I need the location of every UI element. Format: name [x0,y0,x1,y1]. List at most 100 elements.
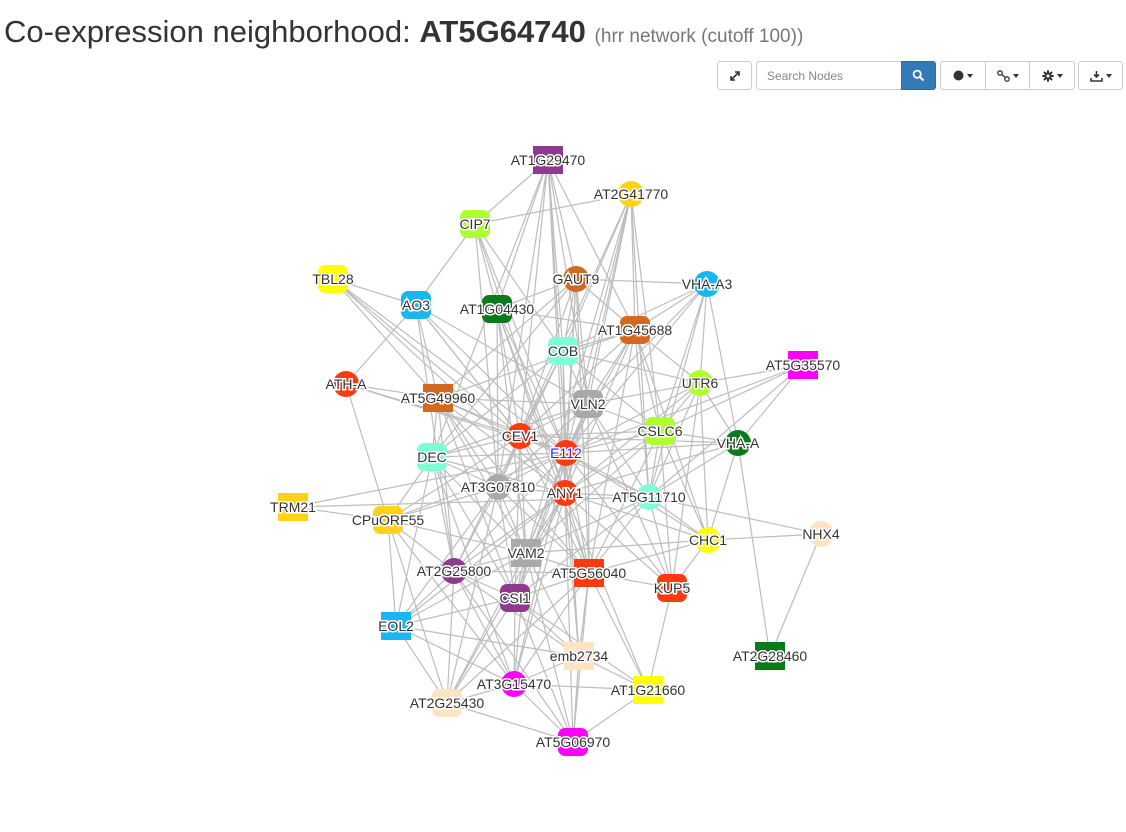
network-node[interactable]: AT2G25430 [408,689,486,717]
node-shape[interactable] [417,443,447,471]
node-shape[interactable] [620,316,650,344]
node-shape[interactable] [636,484,662,510]
edge [525,552,580,657]
network-node[interactable]: AT3G15470 [475,671,553,697]
edge [431,456,516,599]
node-shape[interactable] [558,728,588,756]
network-node[interactable]: GAUT9 [551,266,601,292]
node-shape[interactable] [278,493,308,521]
node-shape[interactable] [548,337,578,365]
network-node[interactable]: AT5G11710 [611,484,687,510]
node-shape[interactable] [381,612,411,640]
node-shape[interactable] [432,689,462,717]
node-shape[interactable] [573,390,603,418]
node-shape[interactable] [645,417,675,445]
node-shape[interactable] [373,506,403,534]
network-node[interactable]: AT2G28460 [731,642,809,670]
network-node[interactable]: CHC1 [687,527,729,553]
node-shape[interactable] [501,671,527,697]
network-node[interactable]: emb2734 [548,642,610,670]
network-node[interactable]: CPuORF55 [350,506,426,534]
network-node[interactable]: AT5G35570 [764,351,842,379]
network-node[interactable]: DEC [416,443,448,471]
edge-style-dropdown[interactable] [985,61,1030,90]
network-node[interactable]: VAM2 [506,539,546,567]
node-shape[interactable] [423,384,453,412]
node-shape[interactable] [633,676,663,704]
edge [588,430,661,574]
network-node[interactable]: UTR6 [680,370,720,396]
node-shape[interactable] [755,642,785,670]
node-shape[interactable] [533,146,563,174]
edge [446,486,499,704]
network-node[interactable]: AT2G41770 [592,181,670,207]
node-style-dropdown[interactable] [940,61,986,90]
network-node[interactable]: CSLC6 [636,417,684,445]
network-node[interactable]: CIP7 [458,210,492,238]
network-node[interactable]: AT2G25800 [415,558,493,584]
node-shape[interactable] [657,574,687,602]
node-shape[interactable] [553,440,579,466]
network-node[interactable]: TBL28 [311,265,355,293]
node-shape[interactable] [574,559,604,587]
network-node[interactable]: CSI1 [498,584,532,612]
node-shape[interactable] [564,642,594,670]
download-dropdown[interactable] [1078,61,1123,90]
edge [514,597,574,743]
network-node[interactable]: CEV1 [500,423,540,449]
edge [437,397,589,405]
node-shape[interactable] [507,423,533,449]
fit-view-button[interactable] [717,61,752,90]
node-shape[interactable] [552,480,578,506]
network-node[interactable]: AO3 [400,291,432,319]
node-shape[interactable] [618,181,644,207]
edge [474,223,498,310]
network-node[interactable]: AT3G07810 [459,474,537,500]
node-label: TRM21 [270,499,316,515]
node-shape[interactable] [500,584,530,612]
network-node[interactable]: COB [546,337,580,365]
network-node[interactable]: AT1G21660 [609,676,687,704]
settings-dropdown[interactable] [1029,61,1075,90]
node-shape[interactable] [511,539,541,567]
network-node[interactable]: AT5G56040 [550,559,628,587]
network-node[interactable]: KUP5 [652,574,692,602]
node-shape[interactable] [318,265,348,293]
node-shape[interactable] [687,370,713,396]
search-button[interactable] [901,61,936,90]
edge [519,430,661,437]
node-shape[interactable] [808,521,834,547]
network-node[interactable]: AT1G45688 [596,316,674,344]
node-shape[interactable] [482,295,512,323]
network-node[interactable]: AT5G49960 [399,384,477,412]
node-shape[interactable] [441,558,467,584]
network-node[interactable]: AT5G06970 [534,728,612,756]
network-graph[interactable]: AT1G29470 AT2G41770 CIP7 TBL28 AO3 AT1G04430 G… [0,100,1126,800]
network-node[interactable]: AT1G29470 [509,146,587,174]
network-node[interactable]: ANY1 [545,480,585,506]
node-shape[interactable] [333,371,359,397]
node-shape[interactable] [563,266,589,292]
edge [453,570,590,574]
edge [565,442,739,454]
network-node[interactable]: VLN2 [569,390,607,418]
network-node[interactable]: VHA-A [715,430,762,456]
network-node[interactable]: ATH-A [324,371,369,397]
node-shape[interactable] [788,351,818,379]
edge [513,683,649,691]
node-shape[interactable] [695,527,721,553]
network-node[interactable]: VHA-A3 [680,271,734,297]
node-shape[interactable] [694,271,720,297]
network-node[interactable]: E112 [549,440,584,466]
network-node[interactable]: NHX4 [801,521,841,547]
network-node[interactable]: EOL2 [377,612,416,640]
network-node[interactable]: TRM21 [269,493,318,521]
edge [496,308,566,494]
search-nodes-input[interactable] [756,61,902,90]
node-shape[interactable] [460,210,490,238]
edge [565,452,673,589]
node-shape[interactable] [725,430,751,456]
node-shape[interactable] [485,474,511,500]
node-shape[interactable] [401,291,431,319]
network-node[interactable]: AT1G04430 [458,295,536,323]
